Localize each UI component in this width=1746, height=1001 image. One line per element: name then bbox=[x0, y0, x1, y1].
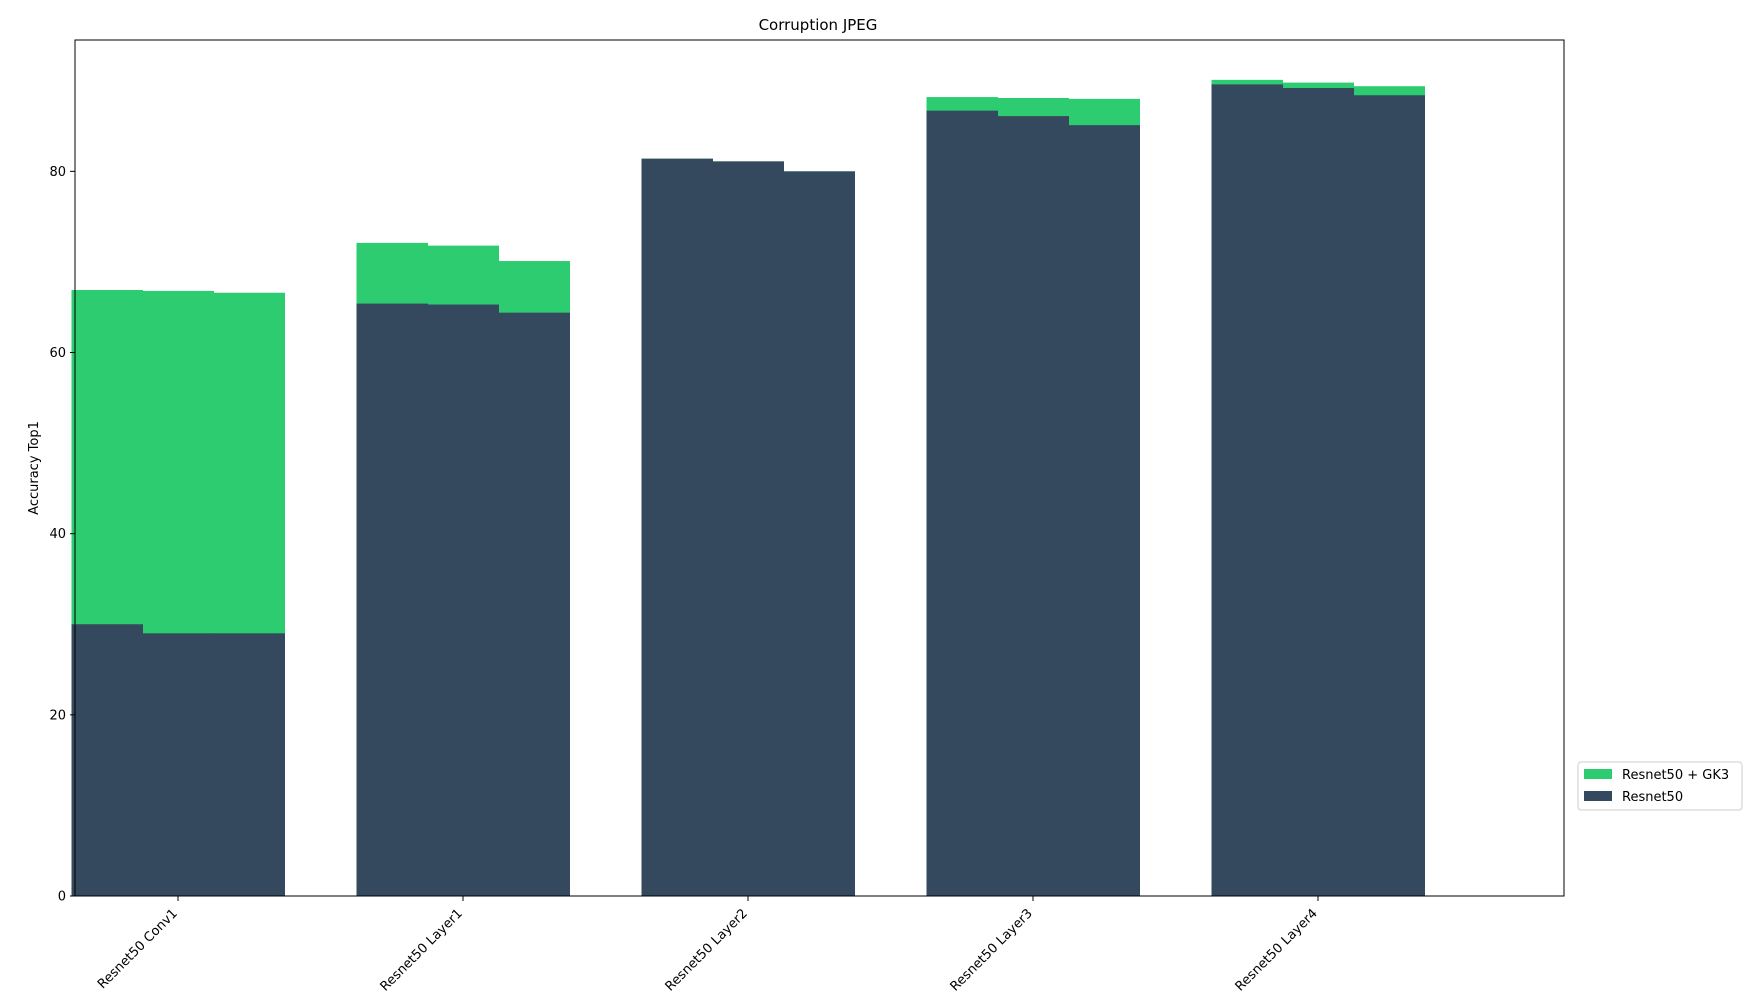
x-tick-label-2: Resnet50 Layer2 bbox=[663, 906, 751, 994]
legend-frame bbox=[1577, 761, 1743, 811]
bar-resnet50-0-1 bbox=[142, 633, 214, 896]
bar-resnet50-2-1 bbox=[712, 161, 784, 897]
bar-resnet50-3-1 bbox=[997, 116, 1069, 897]
y-tick-label-1: 20 bbox=[49, 708, 66, 723]
bar-resnet50-4-1 bbox=[1282, 88, 1354, 896]
bar-resnet50-0-0 bbox=[71, 624, 143, 896]
chart-title: Corruption JPEG bbox=[759, 16, 878, 34]
y-axis-label: Accuracy Top1 bbox=[27, 421, 42, 515]
bar-resnet50-1-1 bbox=[427, 304, 499, 896]
legend-swatch-0 bbox=[1584, 769, 1612, 779]
legend-label-0: Resnet50 + GK3 bbox=[1622, 768, 1729, 783]
bars-group bbox=[71, 79, 1425, 897]
legend-label-1: Resnet50 bbox=[1622, 790, 1683, 805]
y-axis: 0 20 40 60 80 bbox=[49, 165, 75, 905]
bar-resnet50-0-2 bbox=[213, 633, 285, 896]
y-tick-label-4: 80 bbox=[49, 165, 66, 180]
bar-resnet50-4-2 bbox=[1353, 95, 1425, 897]
bar-resnet50-1-2 bbox=[498, 312, 570, 896]
bar-resnet50-2-0 bbox=[641, 158, 713, 897]
bar-resnet50-4-0 bbox=[1211, 84, 1283, 896]
y-tick-label-3: 60 bbox=[49, 346, 66, 361]
bar-resnet50-3-2 bbox=[1068, 125, 1140, 896]
bar-resnet50-1-0 bbox=[356, 303, 428, 897]
legend: Resnet50 + GK3 Resnet50 bbox=[1577, 761, 1743, 811]
y-tick-label-2: 40 bbox=[49, 527, 66, 542]
y-tick-label-0: 0 bbox=[58, 890, 66, 905]
x-tick-label-4: Resnet50 Layer4 bbox=[1233, 906, 1321, 994]
bar-resnet50-3-0 bbox=[926, 110, 998, 896]
bar-resnet50-2-2 bbox=[783, 171, 855, 896]
x-tick-label-0: Resnet50 Conv1 bbox=[95, 906, 181, 992]
x-tick-label-3: Resnet50 Layer3 bbox=[948, 906, 1036, 994]
x-axis: Resnet50 Conv1 Resnet50 Layer1 Resnet50 La… bbox=[95, 896, 1321, 994]
plot-frame bbox=[74, 39, 1565, 897]
x-tick-label-1: Resnet50 Layer1 bbox=[378, 906, 466, 994]
legend-swatch-1 bbox=[1584, 791, 1612, 801]
